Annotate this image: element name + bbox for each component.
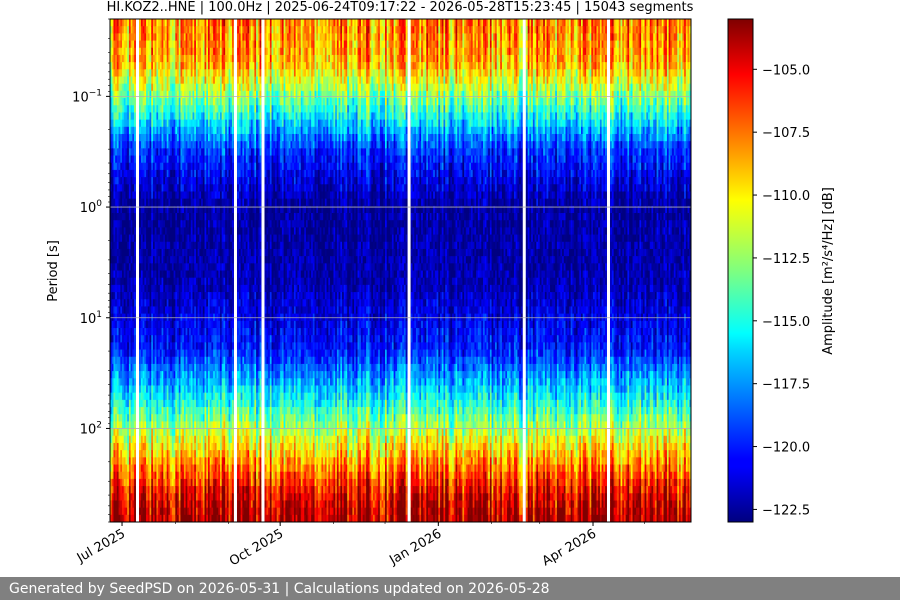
chart-title: HI.KOZ2..HNE | 100.0Hz | 2025-06-24T09:1… [107,0,694,15]
heatmap-cells [110,19,692,523]
